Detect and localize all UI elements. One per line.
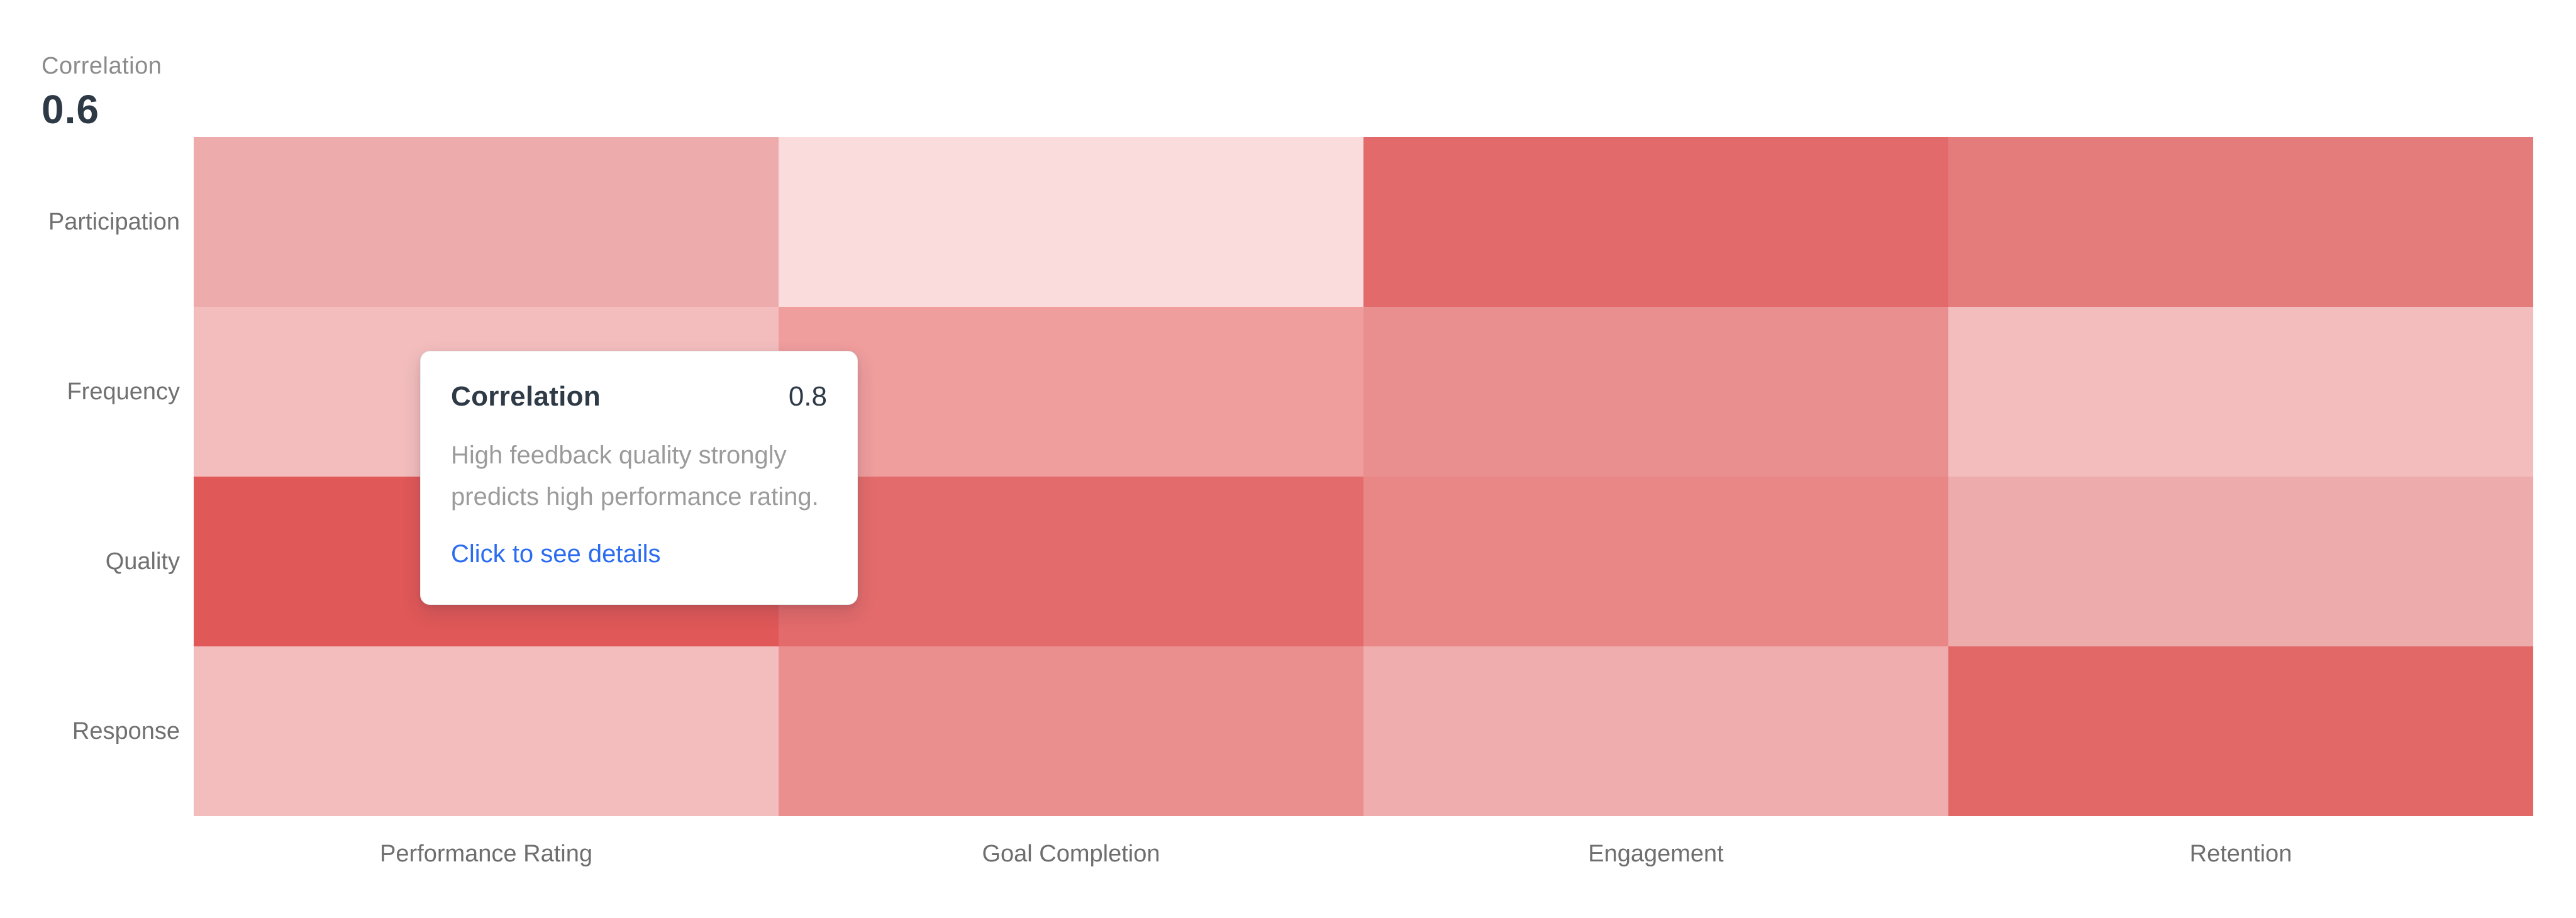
correlation-readout-value: 0.6 [42, 87, 99, 132]
tooltip-description-line-2: predicts high performance rating. [451, 483, 819, 511]
row-label-quality: Quality [105, 548, 180, 575]
tooltip-header: Correlation 0.8 [451, 379, 827, 414]
row-label-response: Response [72, 717, 180, 744]
heatmap-cell-quality-retention[interactable] [1948, 477, 2533, 646]
column-label-retention: Retention [2189, 840, 2292, 867]
column-label-goal-completion: Goal Completion [982, 840, 1160, 867]
heatmap-cell-participation-engagement[interactable] [1363, 137, 1948, 307]
heatmap-cell-response-retention[interactable] [1948, 646, 2533, 816]
heatmap-cell-response-engagement[interactable] [1363, 646, 1948, 816]
row-label-frequency: Frequency [67, 378, 180, 405]
heatmap-cell-participation-performance-rating[interactable] [194, 137, 779, 307]
tooltip-title: Correlation [451, 381, 601, 412]
tooltip-value: 0.8 [788, 381, 827, 412]
heatmap-cell-quality-engagement[interactable] [1363, 477, 1948, 646]
tooltip-details-link[interactable]: Click to see details [451, 540, 661, 568]
tooltip-description-line-1: High feedback quality strongly [451, 441, 787, 469]
heatmap-cell-response-performance-rating[interactable] [194, 646, 779, 816]
heatmap-cell-frequency-retention[interactable] [1948, 307, 2533, 477]
heatmap-cell-participation-goal-completion[interactable] [779, 137, 1363, 307]
column-label-performance-rating: Performance Rating [380, 840, 592, 867]
row-label-participation: Participation [48, 208, 180, 235]
correlation-readout: Correlation 0.6 [42, 53, 162, 133]
heatmap-cell-frequency-goal-completion[interactable] [779, 307, 1363, 477]
correlation-tooltip: Correlation 0.8 High feedback quality st… [420, 351, 858, 605]
correlation-readout-label: Correlation [42, 53, 162, 79]
heatmap-cell-quality-goal-completion[interactable] [779, 477, 1363, 646]
column-label-engagement: Engagement [1588, 840, 1724, 867]
heatmap-cell-participation-retention[interactable] [1948, 137, 2533, 307]
row-axis-labels: Participation Frequency Quality Response [0, 137, 180, 816]
tooltip-description: High feedback quality strongly predicts … [451, 434, 827, 517]
heatmap-cell-response-goal-completion[interactable] [779, 646, 1363, 816]
column-axis-labels: Performance Rating Goal Completion Engagem… [194, 825, 2533, 883]
heatmap-cell-frequency-engagement[interactable] [1363, 307, 1948, 477]
